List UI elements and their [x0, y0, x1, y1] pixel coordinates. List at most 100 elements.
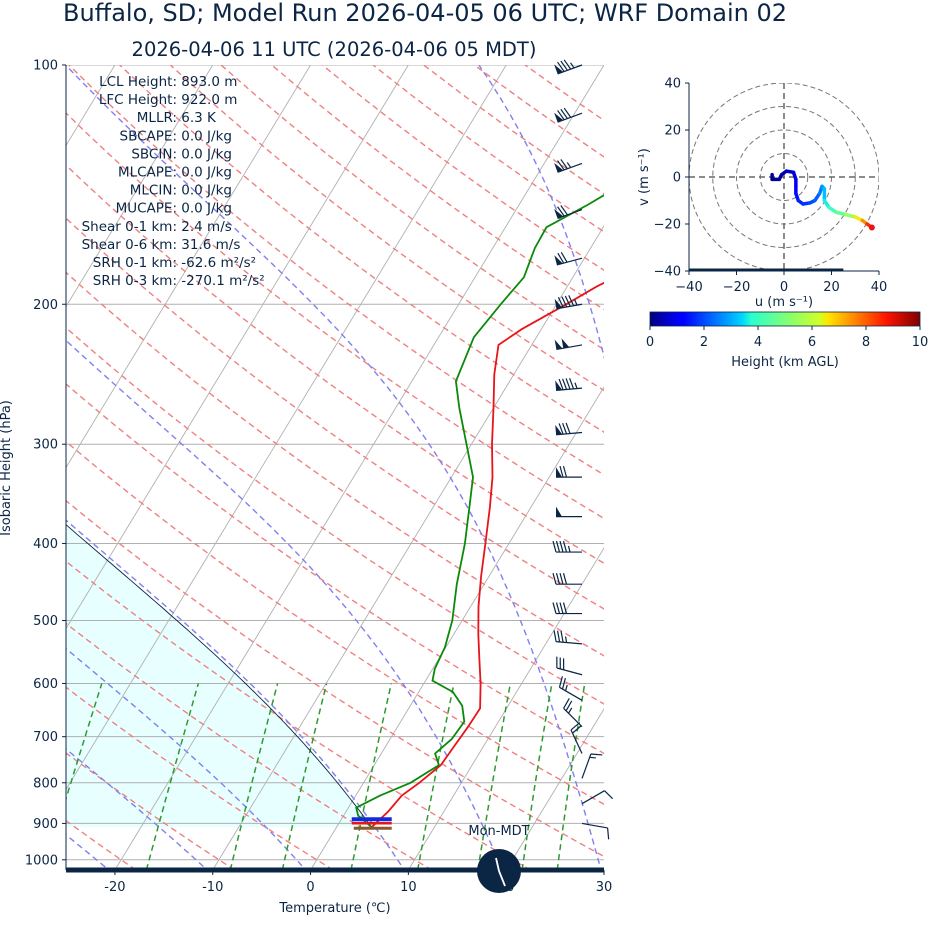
hodo-x-tick-label: 0	[780, 280, 788, 295]
dry-adiabat-line	[66, 686, 334, 870]
mixing-ratio-line	[521, 683, 553, 870]
colorbar-tick-label: 8	[862, 335, 870, 350]
isotherm-line	[603, 869, 604, 870]
mixing-ratio-line	[477, 683, 512, 870]
wind-barb	[581, 753, 603, 779]
moist-adiabat-line	[66, 519, 406, 870]
dry-adiabat-lines	[66, 65, 604, 870]
wind-barb	[554, 252, 583, 266]
mixing-ratio-line	[66, 683, 103, 802]
hodograph-rings	[689, 83, 879, 271]
y-tick-label: 600	[33, 677, 58, 692]
isotherm-line	[407, 547, 604, 870]
hodo-x-tick-label: −40	[675, 280, 702, 295]
dry-adiabat-line	[169, 65, 604, 392]
y-tick-label: 100	[33, 59, 58, 74]
wind-barb	[553, 630, 583, 645]
isotherm-line	[212, 225, 604, 870]
clock-minute-hand	[498, 870, 506, 887]
y-tick-label: 300	[33, 438, 58, 453]
hodo-x-tick-label: 20	[823, 280, 840, 295]
dry-adiabat-line	[66, 560, 531, 870]
stat-label: MLCIN:	[130, 183, 177, 199]
parcel-trace-line	[66, 524, 373, 828]
stat-value: 31.6 m/s	[177, 237, 240, 253]
wind-barb	[555, 377, 583, 391]
y-axis-label: Isobaric Height (hPa)	[0, 400, 14, 536]
dry-adiabat-line	[66, 271, 604, 657]
hodo-y-tick-label: 20	[664, 124, 681, 139]
mixing-ratio-line	[281, 683, 328, 870]
stat-value: 0.0 J/kg	[177, 165, 232, 181]
hodograph-end-point	[868, 224, 875, 231]
x-tick-label: -20	[104, 880, 125, 895]
wind-barb	[554, 295, 583, 310]
isotherm-line	[66, 65, 409, 630]
x-tick-label: 0	[306, 880, 314, 895]
wind-barb	[570, 722, 583, 754]
stat-label: LCL Height:	[99, 74, 177, 90]
stat-value: 0.0 J/kg	[177, 201, 232, 217]
wind-barb	[554, 205, 583, 219]
stat-label: MLCAPE:	[118, 165, 177, 181]
stat-value: 0.0 J/kg	[177, 146, 232, 162]
stat-label: Shear 0-6 km:	[82, 237, 177, 253]
colorbar-tick-label: 2	[700, 335, 708, 350]
y-tick-label: 200	[33, 298, 58, 313]
title-line1: Buffalo, SD; Model Run 2026-04-05 06 UTC…	[63, 0, 787, 27]
mixing-ratio-line	[556, 683, 586, 870]
hodo-y-label: v (m s⁻¹)	[637, 148, 652, 206]
dewpoint-line	[355, 194, 604, 828]
wind-barbs	[552, 59, 614, 840]
colorbar-gradient	[649, 311, 921, 327]
y-tick-label: 900	[33, 817, 58, 832]
y-tick-label: 500	[33, 614, 58, 629]
stat-label: MUCAPE:	[116, 201, 177, 217]
level-markers	[351, 817, 392, 830]
y-tick-label: 400	[33, 537, 58, 552]
colorbar-ticks: 0 2 4 6 8 10	[646, 326, 928, 350]
wind-barb	[581, 822, 610, 840]
stat-label: Shear 0-1 km:	[82, 219, 177, 235]
isotherm-line	[702, 65, 928, 870]
mixing-ratio-line	[350, 683, 393, 870]
isotherm-line	[505, 708, 604, 870]
x-tick-label: 10	[400, 880, 417, 895]
colorbar-label: Height (km AGL)	[731, 355, 839, 370]
colorbar-tick-label: 0	[646, 335, 654, 350]
hodo-x-tick-label: 40	[871, 280, 888, 295]
y-tick-label: 700	[33, 730, 58, 745]
x-tick-label: -10	[202, 880, 223, 895]
wind-barb	[555, 422, 583, 436]
colorbar-tick-label: 10	[912, 335, 928, 350]
isotherm-line	[800, 65, 928, 870]
wind-barb	[552, 573, 582, 585]
wind-barb	[581, 790, 614, 805]
isotherm-line	[66, 65, 214, 308]
clock-label: Mon-MDT	[468, 824, 529, 839]
isotherm-line	[310, 386, 604, 870]
stat-label: SRH 0-3 km:	[93, 273, 177, 289]
stat-label: MLLR:	[137, 110, 177, 126]
moist-adiabat-line	[66, 65, 602, 870]
skewt-tick-labels: 100 200 300 400 500 600 700 800 900 1000 -20 -10 0 10…	[25, 59, 612, 896]
x-axis-label: Temperature (℃)	[278, 901, 390, 916]
dry-adiabat-line	[66, 326, 604, 705]
wind-barb	[556, 506, 582, 518]
stat-label: SRH 0-1 km:	[93, 255, 177, 271]
isotherm-lines	[66, 65, 928, 870]
wind-barb	[554, 59, 583, 75]
stat-label: LFC Height:	[99, 92, 177, 108]
moist-adiabat-line	[66, 647, 307, 870]
mixing-ratio-line	[416, 683, 455, 870]
hodo-y-tick-label: −20	[654, 218, 681, 233]
isobar-lines	[66, 65, 604, 861]
stat-label: SBCAPE:	[120, 128, 177, 144]
mixing-ratio-lines	[66, 683, 586, 870]
stat-value: -270.1 m²/s²	[177, 273, 265, 289]
stat-value: 0.0 J/kg	[177, 183, 232, 199]
hodograph-plot: −40 −20 0 20 40 −40 −20 0 20 40 u (m s⁻¹) v (m s⁻…	[637, 77, 887, 311]
dry-adiabat-line	[66, 217, 604, 610]
dry-adiabat-line	[66, 383, 604, 755]
